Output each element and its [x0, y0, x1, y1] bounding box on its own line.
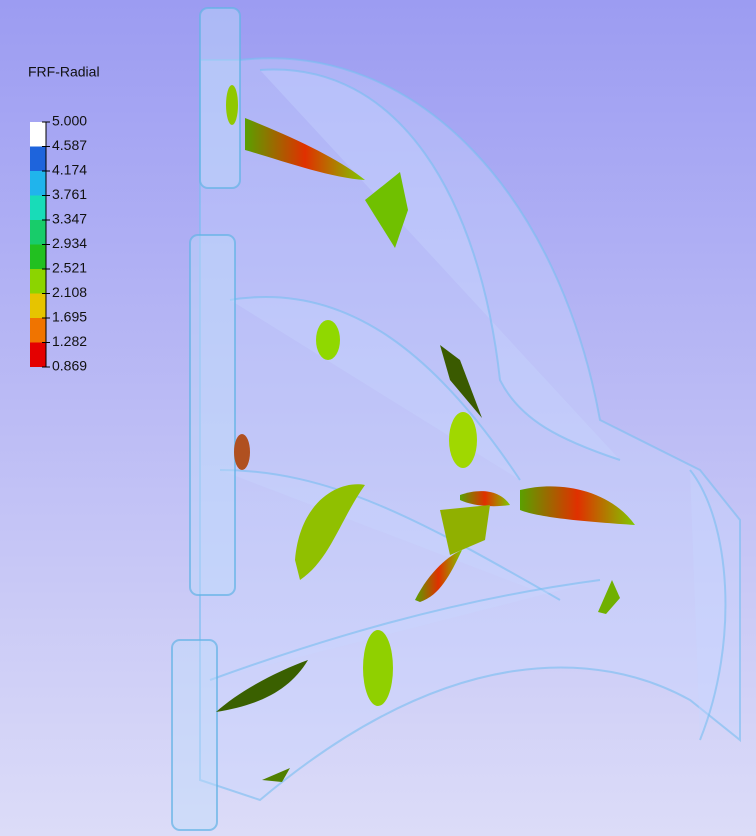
legend-title: FRF-Radial: [28, 64, 100, 80]
legend-label: 2.934: [52, 235, 87, 251]
legend-band: [30, 342, 46, 367]
flange: [199, 7, 241, 189]
contour: [316, 320, 340, 360]
flange: [171, 639, 218, 831]
runner: [209, 579, 601, 681]
legend-label: 2.521: [52, 260, 87, 276]
legend-label: 0.869: [52, 358, 87, 374]
legend-label: 2.108: [52, 284, 87, 300]
runner: [219, 469, 561, 601]
legend-band: [30, 146, 46, 171]
contour: [245, 118, 365, 180]
legend: FRF-Radial 5.000 4.587 4.174 3.761 3.347 2.93…: [28, 64, 100, 374]
contour: [262, 768, 290, 782]
contour: [598, 580, 620, 614]
legend-band: [30, 122, 46, 147]
legend-label: 3.347: [52, 211, 87, 227]
contour: [460, 491, 510, 507]
contour: [440, 505, 490, 555]
contour: [365, 172, 408, 248]
legend-label: 5.000: [52, 113, 87, 129]
runner: [259, 68, 621, 461]
legend-bar: [30, 122, 46, 367]
contour: [234, 434, 250, 470]
contour: [216, 660, 308, 712]
contour: [440, 345, 482, 418]
legend-band: [30, 293, 46, 318]
legend-band: [30, 195, 46, 220]
contour: [295, 484, 365, 580]
contour: [415, 550, 462, 602]
contour: [363, 630, 393, 706]
contour: [520, 486, 635, 525]
legend-band: [30, 269, 46, 294]
legend-label: 1.282: [52, 333, 87, 349]
legend-label: 4.174: [52, 162, 87, 178]
legend-label: 4.587: [52, 137, 87, 153]
contour: [449, 412, 477, 468]
flange: [189, 234, 236, 596]
legend-label: 3.761: [52, 186, 87, 202]
legend-band: [30, 171, 46, 196]
legend-band: [30, 318, 46, 343]
runner: [229, 295, 521, 481]
legend-label: 1.695: [52, 309, 87, 325]
outlet: [689, 469, 727, 741]
contours: [216, 85, 635, 782]
legend-band: [30, 244, 46, 269]
legend-band: [30, 220, 46, 245]
contour: [226, 85, 238, 125]
